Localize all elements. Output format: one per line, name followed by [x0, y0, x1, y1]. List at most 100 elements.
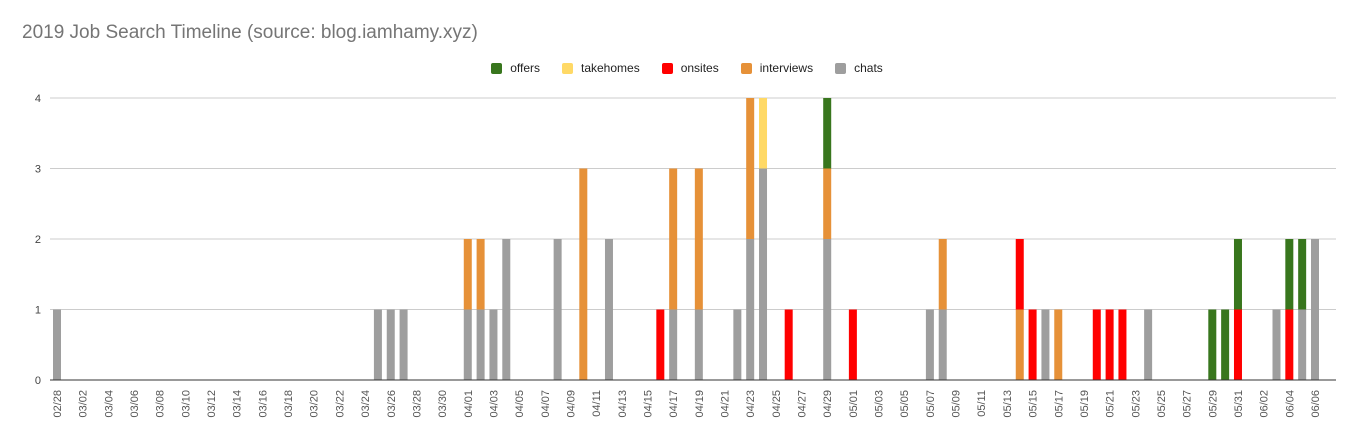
bar-chats-05-08	[938, 309, 947, 380]
x-tick-label: 05/29	[1207, 390, 1219, 418]
x-tick-label: 03/20	[309, 390, 321, 418]
x-tick-label: 04/29	[822, 390, 834, 418]
bar-offers-06-05	[1298, 239, 1307, 310]
bar-interviews-04-10	[579, 168, 588, 380]
legend-item-takehomes[interactable]: takehomes	[562, 61, 640, 75]
x-tick-label: 03/30	[437, 390, 449, 418]
legend-item-chats[interactable]: chats	[835, 61, 883, 75]
x-tick-label: 04/19	[694, 390, 706, 418]
bar-onsites-04-26	[784, 309, 793, 380]
bar-interviews-04-01	[463, 239, 472, 310]
bar-interviews-05-14	[1015, 309, 1024, 380]
x-tick-label: 04/11	[591, 390, 603, 417]
legend-swatch	[491, 62, 503, 74]
bar-offers-05-30	[1221, 309, 1230, 380]
bar-offers-06-04	[1285, 239, 1294, 310]
bar-chats-06-06	[1311, 239, 1319, 380]
x-tick-label: 05/19	[1079, 390, 1091, 418]
legend-label: onsites	[680, 61, 719, 75]
bar-chats-03-25	[373, 309, 382, 380]
x-tick-label: 03/02	[78, 390, 90, 418]
x-tick-label: 03/16	[257, 390, 269, 418]
x-tick-label: 03/06	[129, 390, 141, 418]
x-tick-label: 05/31	[1233, 390, 1245, 418]
x-tick-label: 05/27	[1182, 390, 1194, 418]
bar-interviews-04-29	[823, 168, 832, 239]
chart-title: 2019 Job Search Timeline (source: blog.i…	[22, 22, 478, 43]
bar-onsites-05-15	[1028, 309, 1037, 380]
bar-chats-05-07	[925, 309, 934, 380]
bar-chats-03-26	[386, 309, 395, 380]
legend-swatch	[835, 62, 847, 74]
bar-chats-06-03	[1272, 309, 1281, 380]
legend-label: interviews	[759, 61, 814, 75]
x-tick-label: 04/17	[668, 390, 680, 418]
bar-chats-05-24	[1144, 309, 1153, 380]
x-tick-label: 04/25	[771, 390, 783, 418]
x-tick-label: 05/21	[1105, 390, 1117, 418]
x-tick-label: 05/23	[1130, 390, 1142, 418]
bar-chats-03-27	[399, 309, 408, 380]
legend-swatch	[740, 62, 752, 74]
legend-item-interviews[interactable]: interviews	[740, 61, 814, 75]
x-tick-label: 05/05	[899, 390, 911, 418]
x-tick-label: 06/06	[1310, 390, 1322, 418]
x-tick-label: 03/22	[334, 390, 346, 418]
bar-interviews-04-19	[694, 168, 703, 310]
legend-label: chats	[854, 61, 883, 75]
bar-offers-05-29	[1208, 309, 1217, 380]
x-tick-label: 05/13	[1002, 390, 1014, 418]
x-tick-label: 05/03	[874, 390, 886, 418]
x-tick-label: 03/28	[411, 390, 423, 418]
legend-label: offers	[510, 61, 540, 75]
bar-chats-04-03	[489, 309, 498, 380]
x-tick-label: 03/26	[386, 390, 398, 418]
x-tick-label: 04/01	[463, 390, 475, 418]
bar-interviews-04-17	[669, 168, 678, 310]
bar-onsites-05-22	[1118, 309, 1127, 380]
x-tick-label: 04/27	[797, 390, 809, 418]
legend-item-offers[interactable]: offers	[491, 61, 540, 75]
bar-onsites-05-21	[1105, 309, 1114, 380]
bar-onsites-05-31	[1233, 309, 1242, 380]
x-tick-label: 05/15	[1028, 390, 1040, 418]
x-tick-label: 04/15	[642, 390, 654, 418]
legend-swatch	[562, 62, 573, 74]
bar-chats-04-22	[733, 309, 742, 380]
legend: offers takehomes onsites interviews chats	[0, 61, 1359, 75]
bar-chats-05-16	[1041, 309, 1050, 380]
legend-item-onsites[interactable]: onsites	[661, 61, 719, 75]
bar-interviews-04-02	[476, 239, 485, 310]
x-tick-label: 04/07	[540, 390, 552, 418]
x-tick-label: 04/09	[565, 390, 577, 418]
bar-interviews-04-23	[746, 98, 755, 239]
bar-chats-04-08	[553, 239, 562, 380]
y-tick-label: 1	[35, 305, 41, 317]
y-tick-label: 4	[35, 93, 41, 105]
bar-chats-04-04	[502, 239, 511, 380]
x-tick-label: 03/24	[360, 390, 372, 418]
bar-chats-04-12	[604, 239, 613, 380]
bar-chats-06-05	[1298, 309, 1307, 380]
bar-interviews-05-17	[1054, 309, 1063, 380]
bar-chats-04-23	[746, 239, 755, 380]
x-tick-label: 03/12	[206, 390, 218, 418]
bar-onsites-05-14	[1015, 239, 1024, 310]
x-tick-label: 03/04	[103, 390, 115, 418]
legend-label: takehomes	[581, 61, 640, 75]
x-tick-label: 06/04	[1284, 390, 1296, 418]
x-tick-label: 05/17	[1053, 390, 1065, 418]
x-tick-label: 04/21	[720, 390, 732, 418]
legend-swatch	[661, 62, 673, 74]
x-tick-label: 05/11	[976, 390, 988, 417]
x-tick-label: 05/09	[951, 390, 963, 418]
bar-chats-04-19	[694, 309, 703, 380]
bar-chats-04-02	[476, 309, 485, 380]
bar-interviews-05-08	[938, 239, 947, 310]
x-tick-label: 06/02	[1259, 390, 1271, 418]
x-tick-label: 03/08	[155, 390, 167, 418]
bar-chats-04-01	[463, 309, 472, 380]
bar-onsites-05-01	[848, 309, 857, 380]
bar-onsites-04-16	[656, 309, 665, 380]
